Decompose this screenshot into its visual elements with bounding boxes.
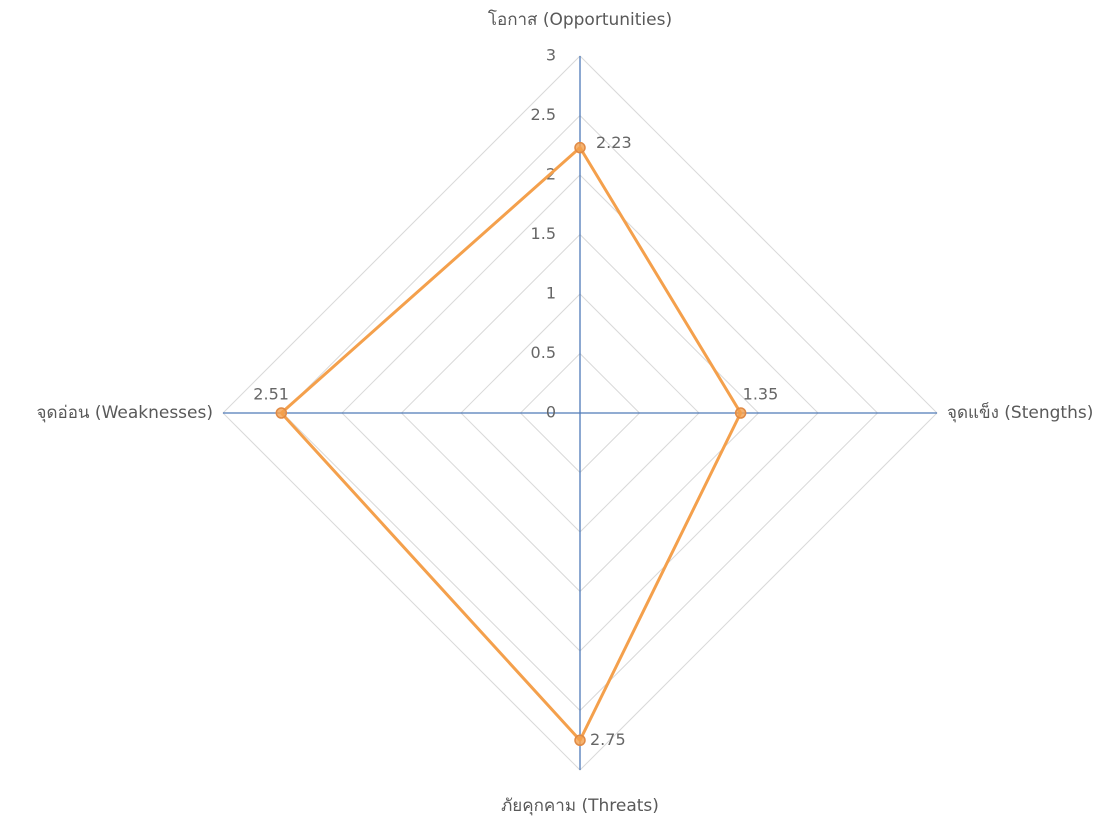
- y-tick-label: 1.5: [531, 224, 556, 243]
- data-point: [275, 407, 288, 419]
- data-label: 2.75: [590, 730, 626, 749]
- y-tick-label: 2.5: [531, 105, 556, 124]
- category-label: ภัยคุกคาม (Threats): [501, 796, 659, 816]
- y-tick-label: 0.5: [531, 343, 556, 362]
- category-label: โอกาส (Opportunities): [488, 9, 672, 30]
- data-label: 1.35: [743, 385, 779, 404]
- category-label: จุดอ่อน (Weaknesses): [36, 403, 213, 423]
- data-point: [734, 407, 747, 419]
- series-line: [279, 146, 743, 742]
- y-tick-label: 3: [546, 46, 556, 65]
- category-label: จุดแข็ง (Stengths): [947, 401, 1093, 423]
- data-point: [574, 141, 586, 154]
- data-label: 2.51: [253, 385, 289, 404]
- data-point: [574, 734, 586, 746]
- y-tick-label: 0: [546, 403, 556, 422]
- data-label: 2.23: [596, 133, 632, 152]
- y-tick-label: 1: [546, 284, 556, 303]
